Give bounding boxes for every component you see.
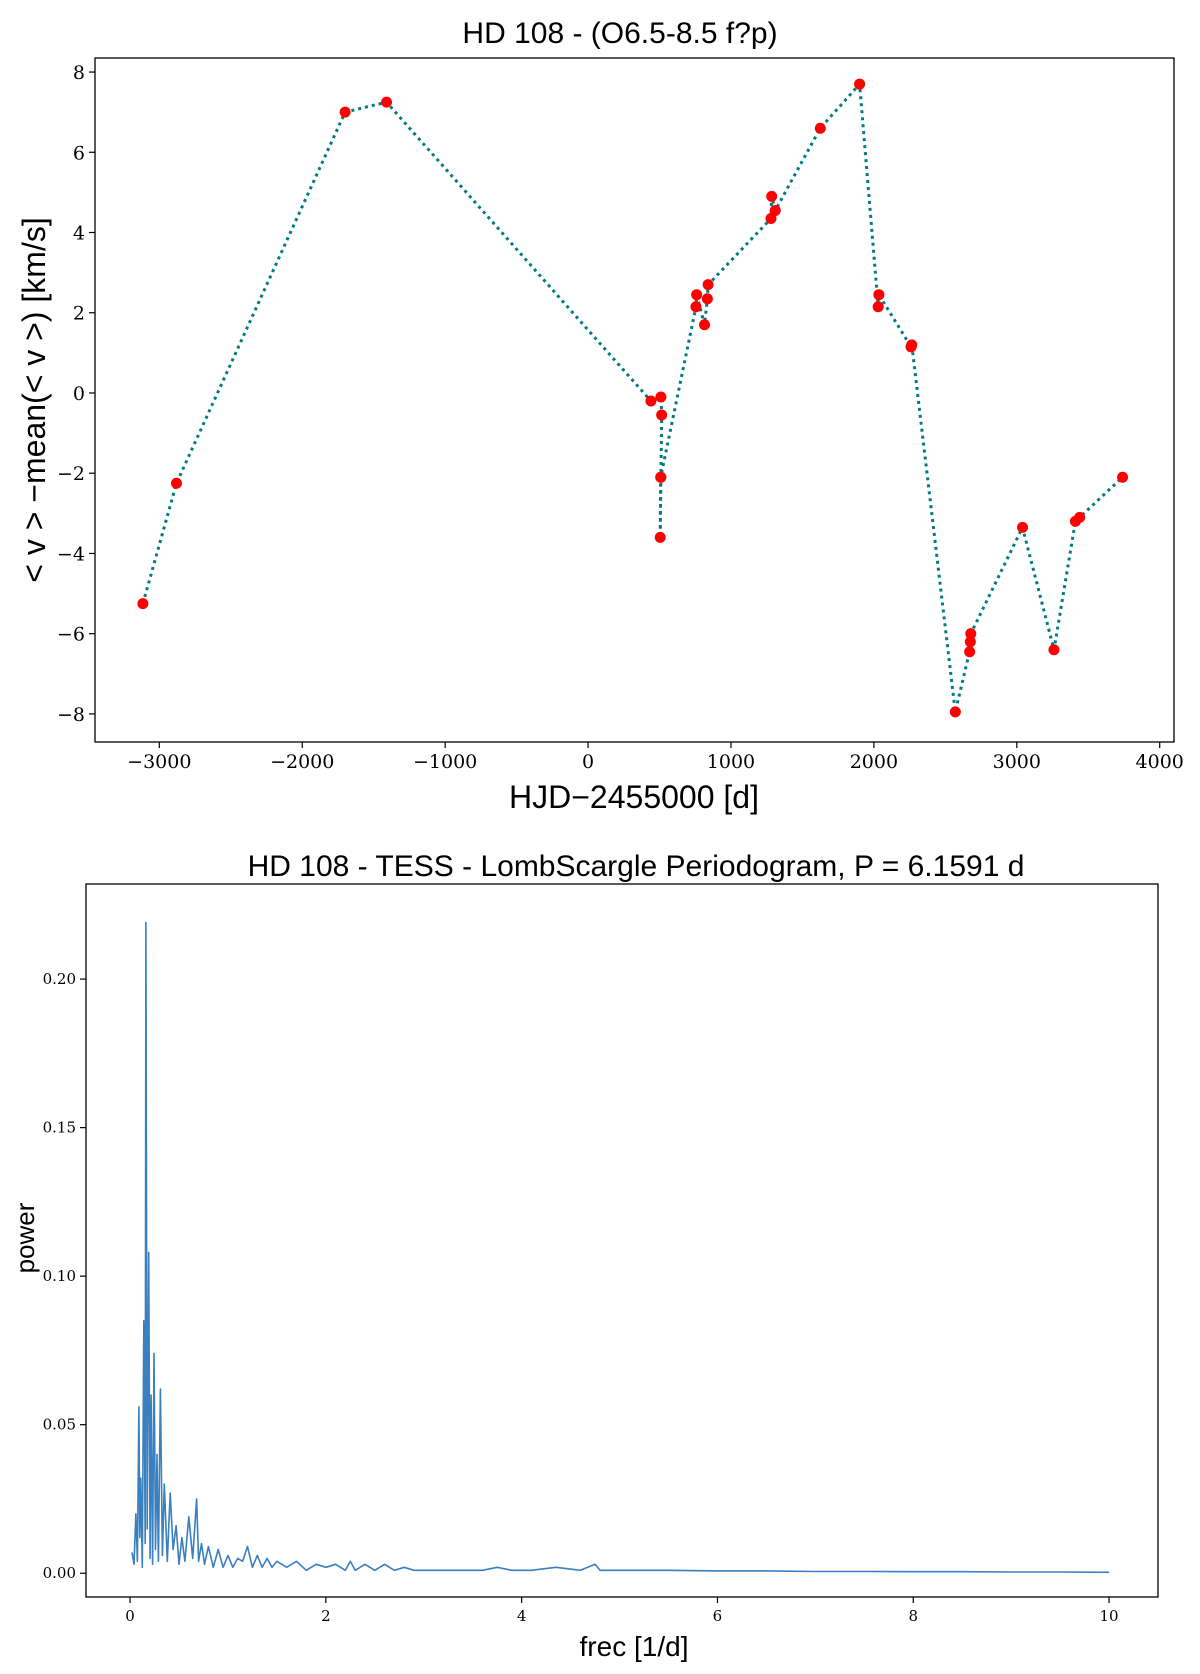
data-point	[655, 391, 667, 403]
data-point	[170, 477, 182, 489]
data-point	[814, 122, 826, 134]
x-tick-label: 1000	[707, 751, 755, 773]
rv-series-line	[141, 80, 1124, 713]
data-point	[691, 289, 703, 301]
data-point	[690, 301, 702, 313]
data-point	[964, 646, 976, 658]
data-point	[769, 204, 781, 216]
rv-x-axis-label: HJD−2455000 [d]	[509, 779, 759, 815]
rv-chart-title: HD 108 - (O6.5-8.5 f?p)	[462, 17, 777, 50]
rv-y-ticks: −8 −6 −4 −2 0 2 4 6 8	[57, 62, 95, 726]
y-tick-label: −4	[57, 543, 85, 565]
x-tick-label: 10	[1100, 1607, 1119, 1625]
x-tick-label: −3000	[127, 751, 191, 773]
rv-chart: HD 108 - (O6.5-8.5 f?p) −3000 −2000 −1000 0…	[16, 17, 1184, 815]
data-point	[1048, 644, 1060, 656]
periodogram-y-axis-label: power	[10, 1202, 40, 1273]
data-point	[701, 293, 713, 305]
y-tick-label: 0.10	[43, 1267, 76, 1285]
data-point	[1117, 471, 1129, 483]
y-tick-label: 0	[73, 383, 85, 405]
y-tick-label: 0.05	[43, 1416, 76, 1434]
data-point	[1017, 521, 1029, 533]
data-point	[381, 96, 393, 108]
rv-x-ticks: −3000 −2000 −1000 0 1000 2000 3000 4000	[127, 742, 1184, 773]
y-tick-label: −6	[57, 624, 85, 646]
y-tick-label: 0.15	[43, 1119, 76, 1137]
periodogram-chart: HD 108 - TESS - LombScargle Periodogram,…	[10, 850, 1159, 1662]
y-tick-label: 0.00	[43, 1564, 76, 1582]
x-tick-label: −1000	[413, 751, 477, 773]
data-point	[854, 78, 866, 90]
x-tick-label: 4	[517, 1607, 527, 1625]
x-tick-label: 4000	[1136, 751, 1184, 773]
data-point	[906, 339, 918, 351]
data-point	[137, 598, 149, 610]
data-point	[872, 301, 884, 313]
x-tick-label: 0	[125, 1607, 135, 1625]
x-tick-label: 0	[582, 751, 594, 773]
y-tick-label: 0.20	[43, 970, 76, 988]
data-point	[656, 409, 668, 421]
data-point	[949, 706, 961, 718]
data-point	[964, 636, 976, 648]
periodogram-series-line	[131, 921, 1110, 1574]
rv-chart-frame	[94, 57, 1175, 743]
data-point	[873, 289, 885, 301]
periodogram-y-ticks: 0.00 0.05 0.10 0.15 0.20	[43, 970, 86, 1582]
y-tick-label: 8	[73, 62, 85, 84]
y-tick-label: −2	[57, 463, 85, 485]
data-point	[702, 279, 714, 291]
x-tick-label: 3000	[993, 751, 1041, 773]
periodogram-x-axis-label: frec [1/d]	[580, 1631, 689, 1662]
data-point	[766, 190, 778, 202]
y-tick-label: 4	[73, 223, 85, 245]
y-tick-label: 2	[73, 303, 85, 325]
rv-series-points	[137, 78, 1129, 718]
rv-y-axis-label: < v > −mean(< v >) [km/s]	[16, 217, 52, 582]
data-point	[339, 106, 351, 118]
data-point	[699, 319, 711, 331]
x-tick-label: 6	[713, 1607, 723, 1625]
data-point	[654, 531, 666, 543]
data-point	[1074, 511, 1086, 523]
periodogram-x-ticks: 0 2 4 6 8 10	[125, 1597, 1119, 1625]
y-tick-label: −8	[57, 704, 85, 726]
data-point	[655, 471, 667, 483]
y-tick-label: 6	[73, 142, 85, 164]
data-point	[965, 628, 977, 640]
periodogram-title: HD 108 - TESS - LombScargle Periodogram,…	[248, 850, 1025, 883]
x-tick-label: −2000	[270, 751, 334, 773]
x-tick-label: 2	[321, 1607, 331, 1625]
data-point	[645, 395, 657, 407]
x-tick-label: 2000	[850, 751, 898, 773]
x-tick-label: 8	[908, 1607, 918, 1625]
periodogram-frame	[85, 883, 1159, 1598]
